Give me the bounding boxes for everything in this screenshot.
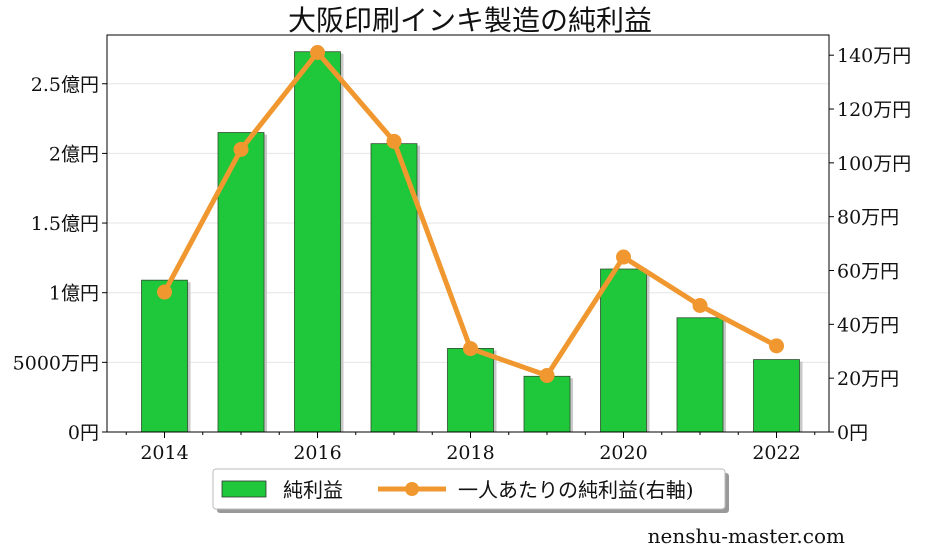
y-right-tick-label: 40万円	[837, 314, 899, 336]
x-tick-label: 2022	[752, 442, 800, 464]
y-right-tick-label: 80万円	[837, 207, 899, 229]
y-axis-right: 0円 20万円 40万円 60万円 80万円 100万円 120万円 140万円	[829, 45, 911, 444]
bars	[141, 51, 803, 433]
bar	[370, 143, 418, 433]
legend-box	[212, 468, 726, 510]
y-axis-left: 0円 5000万円 1億円 1.5億円 2億円 2.5億円	[13, 74, 107, 444]
y-right-tick-label: 140万円	[837, 45, 911, 67]
y-left-tick-label: 1.5億円	[31, 213, 99, 235]
legend-line-marker	[405, 482, 419, 496]
x-tick-label: 2014	[140, 442, 188, 464]
y-left-tick-label: 0円	[68, 422, 99, 444]
line-point	[616, 249, 631, 265]
x-tick-label: 2018	[446, 442, 494, 464]
bar	[753, 359, 800, 433]
line-point	[769, 338, 784, 354]
y-right-tick-label: 20万円	[837, 368, 899, 390]
y-left-tick-label: 2.5億円	[31, 74, 99, 96]
plot-frame	[106, 34, 830, 433]
line-point	[463, 341, 478, 357]
y-right-tick-label: 120万円	[837, 99, 911, 121]
bar	[141, 279, 188, 433]
legend-bar-swatch	[221, 480, 267, 498]
chart-title: 大阪印刷インキ製造の純利益	[288, 4, 652, 37]
line-point	[539, 367, 555, 383]
bar	[600, 268, 647, 433]
line-point	[310, 44, 325, 60]
bar	[523, 375, 571, 433]
bar	[676, 317, 724, 433]
x-tick-label: 2020	[599, 442, 647, 464]
bar	[447, 348, 494, 433]
line-point	[233, 141, 249, 157]
line-point	[386, 133, 402, 149]
y-left-tick-label: 2億円	[49, 143, 99, 165]
legend-bar-label: 純利益	[283, 478, 343, 502]
y-right-tick-label: 60万円	[837, 261, 899, 283]
x-tick-label: 2016	[293, 442, 341, 464]
legend: 純利益 一人あたりの純利益(右軸)	[212, 468, 729, 513]
credit-text: nenshu-master.com	[648, 524, 845, 548]
y-right-tick-label: 100万円	[837, 153, 911, 175]
y-left-tick-label: 5000万円	[13, 352, 99, 374]
bar	[294, 51, 341, 433]
line-point	[692, 297, 708, 313]
per-person-line	[157, 44, 784, 383]
line-point	[157, 284, 172, 300]
x-axis: 2014 2016 2018 2020 2022	[125, 432, 816, 464]
y-left-tick-label: 1億円	[49, 283, 99, 305]
y-right-tick-label: 0円	[837, 422, 868, 444]
legend-line-label: 一人あたりの純利益(右軸)	[458, 478, 694, 502]
